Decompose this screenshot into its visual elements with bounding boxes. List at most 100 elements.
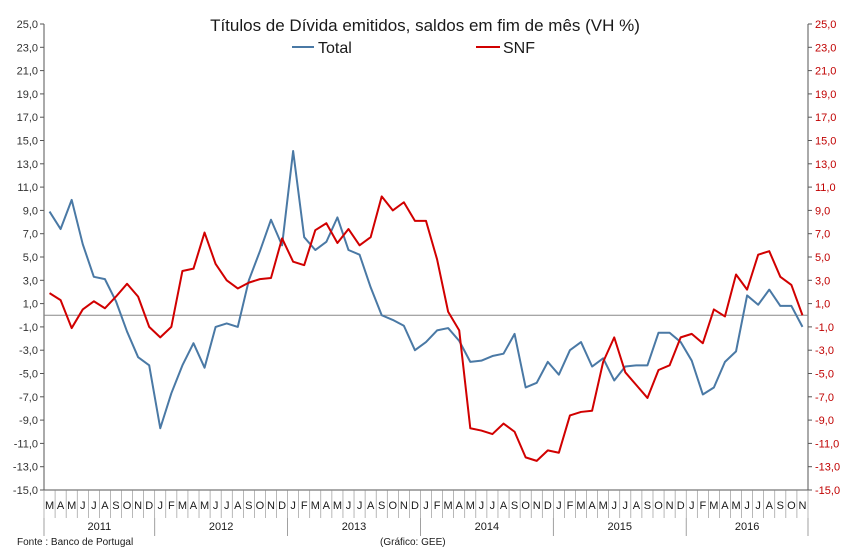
month-label: A [500,500,508,512]
month-label: N [798,500,806,512]
legend-snf-label: SNF [503,40,535,57]
left-tick-label: -1,0 [19,322,38,334]
series-layer [48,149,804,462]
month-label: A [190,500,198,512]
credit-note: (Gráfico: GEE) [380,537,446,548]
month-label: D [145,500,153,512]
left-tick-label: 21,0 [17,66,38,78]
right-tick-label: 25,0 [815,19,836,31]
month-label: F [301,500,308,512]
month-label: J [556,500,562,512]
right-tick-label: 3,0 [815,275,830,287]
month-label: M [67,500,76,512]
month-label: J [611,500,617,512]
month-label: M [466,500,475,512]
month-label: N [267,500,275,512]
right-tick-label: 7,0 [815,229,830,241]
left-tick-label: 9,0 [23,205,38,217]
left-tick-label: -15,0 [13,485,38,497]
month-label: O [123,500,132,512]
month-label: O [787,500,796,512]
right-tick-label: -7,0 [815,392,834,404]
month-label: F [699,500,706,512]
month-label: M [576,500,585,512]
month-label: S [378,500,385,512]
right-tick-label: -13,0 [815,462,840,474]
chart-title: Títulos de Dívida emitidos, saldos em fi… [210,16,640,35]
left-tick-label: 5,0 [23,252,38,264]
right-tick-label: -1,0 [815,322,834,334]
series-line-total [48,149,804,430]
left-tick-label: 19,0 [17,89,38,101]
month-label: J [755,500,761,512]
month-label: D [544,500,552,512]
right-tick-label: 5,0 [815,252,830,264]
month-label: M [311,500,320,512]
month-label: M [45,500,54,512]
year-label: 2012 [209,521,233,533]
right-tick-label: 13,0 [815,159,836,171]
month-label: A [323,500,331,512]
left-tick-label: -3,0 [19,345,38,357]
year-label: 2015 [608,521,632,533]
month-label: J [213,500,219,512]
series-line-snf [49,195,804,462]
source-note: Fonte : Banco de Portugal [17,537,133,548]
right-tick-label: -9,0 [815,415,834,427]
right-tick-label: 19,0 [815,89,836,101]
month-label: J [689,500,695,512]
month-label: J [80,500,86,512]
month-label: N [134,500,142,512]
right-tick-label: -3,0 [815,345,834,357]
month-label: J [490,500,496,512]
left-tick-label: 3,0 [23,275,38,287]
month-label: J [423,500,429,512]
month-label: A [234,500,242,512]
month-label: A [101,500,109,512]
left-tick-label: 17,0 [17,112,38,124]
month-label: J [290,500,296,512]
legend: Total SNF [292,40,535,57]
month-label: A [766,500,774,512]
month-label: D [677,500,685,512]
month-label: J [158,500,164,512]
left-tick-label: -13,0 [13,462,38,474]
month-label: A [456,500,464,512]
year-label: 2016 [735,521,759,533]
right-tick-label: -5,0 [815,369,834,381]
month-label: A [367,500,375,512]
year-label: 2011 [88,521,112,533]
month-label: N [666,500,674,512]
month-label: F [567,500,574,512]
month-label: A [633,500,641,512]
left-tick-label: 15,0 [17,136,38,148]
right-tick-label: 15,0 [815,136,836,148]
right-tick-label: -15,0 [815,485,840,497]
month-label: S [511,500,518,512]
month-label: J [744,500,750,512]
legend-total-label: Total [318,40,352,57]
left-tick-label: 7,0 [23,229,38,241]
month-label: D [411,500,419,512]
right-tick-label: 17,0 [815,112,836,124]
right-tick-label: 11,0 [815,182,836,194]
left-tick-label: -11,0 [14,438,38,450]
month-label: N [533,500,541,512]
month-label: J [623,500,629,512]
month-label: A [721,500,729,512]
month-label: S [112,500,119,512]
month-label: J [224,500,230,512]
right-tick-label: 1,0 [815,299,830,311]
month-label: N [400,500,408,512]
left-tick-label: -9,0 [19,415,38,427]
month-label: O [256,500,265,512]
right-tick-label: -11,0 [815,438,839,450]
month-label: A [57,500,65,512]
left-tick-label: 13,0 [17,159,38,171]
month-label: M [444,500,453,512]
left-axis-ticks: 25,0 23,0 21,0 19,0 17,0 15,0 13,0 11,0 9,0 7,0 5,… [13,19,44,497]
right-tick-label: 21,0 [815,66,836,78]
month-label: J [346,500,352,512]
month-label: J [357,500,363,512]
